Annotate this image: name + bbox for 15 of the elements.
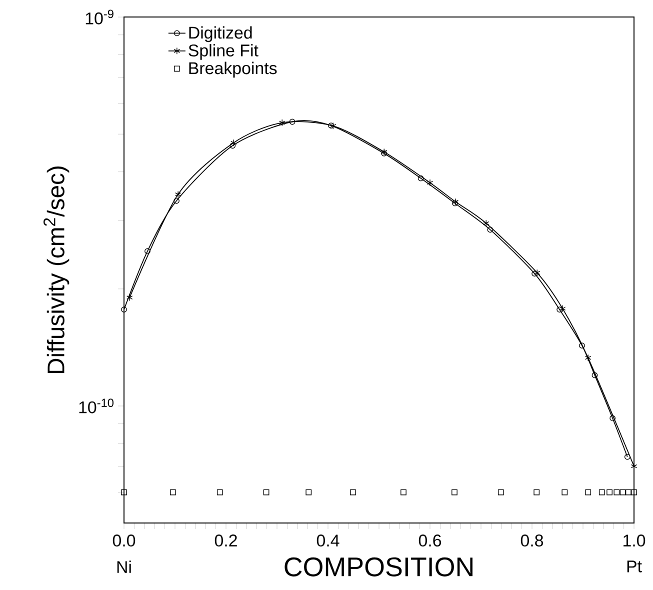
text: Pt xyxy=(627,560,642,572)
x-tick-label: 1.0 xyxy=(624,534,646,547)
y-tick-label: 10$^{-10}$ xyxy=(79,398,114,414)
x-tick-label: 0.8 xyxy=(520,534,544,547)
x-tick-label: 0.6 xyxy=(418,534,442,547)
legend-label: Breakpoints xyxy=(189,62,277,78)
y-axis-title: Diffusivity (cm$^{2}$/sec) xyxy=(44,166,70,374)
x-tick-label: 0.4 xyxy=(316,534,340,547)
y-tick-label: 10$^{-9}$ xyxy=(86,10,114,24)
x-tick-label: 0.2 xyxy=(214,534,237,547)
text: Ni xyxy=(117,560,131,573)
x-tick-label: 0.0 xyxy=(112,534,136,547)
legend-label: Digitized xyxy=(189,26,252,42)
x-axis-title: COMPOSITION xyxy=(284,557,472,576)
legend-label: Spline Fit xyxy=(188,44,258,60)
